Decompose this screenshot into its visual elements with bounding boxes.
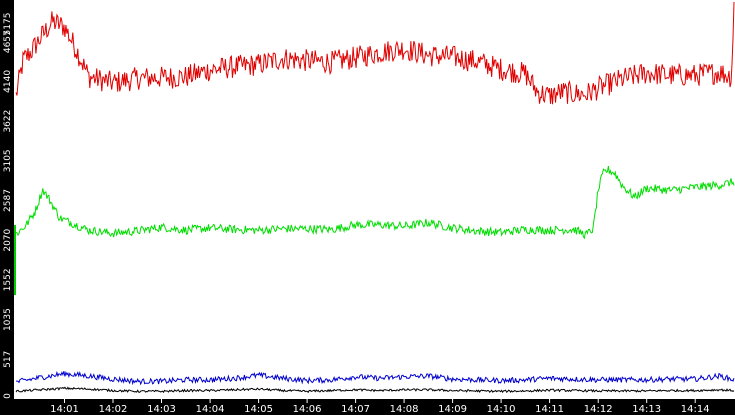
x-tick-label: 14:01: [50, 404, 79, 415]
series-line-0: [15, 1, 735, 105]
y-tick-label: 1035: [3, 308, 13, 331]
x-tick-label: 14:02: [99, 404, 128, 415]
x-tick-label: 14:11: [535, 404, 564, 415]
y-axis-band: [0, 0, 14, 415]
series-line-2: [16, 370, 735, 386]
y-tick-label: 4140: [3, 70, 13, 93]
x-tick-label: 14:09: [438, 404, 467, 415]
y-tick-label: 0: [3, 393, 13, 399]
series-line-3: [15, 386, 735, 394]
y-tick-label: 2587: [3, 189, 13, 212]
x-tick-label: 14:04: [196, 404, 225, 415]
x-tick-label: 14:08: [390, 404, 419, 415]
x-tick-label: 14:12: [584, 404, 613, 415]
x-tick-label: 14:07: [341, 404, 370, 415]
y-tick-label: 517: [3, 351, 13, 368]
y-tick-label: 5175: [3, 13, 13, 36]
y-tick-label: 2070: [3, 228, 13, 251]
y-tick-label: 3622: [3, 110, 13, 133]
y-tick-label: 4657: [3, 30, 13, 53]
x-tick-label: 14:13: [632, 404, 661, 415]
y-axis-marker: [14, 225, 16, 295]
x-tick-label: 14:10: [487, 404, 516, 415]
x-axis-band: [0, 399, 735, 415]
y-tick-label: 1552: [3, 268, 13, 291]
x-tick-label: 14:03: [147, 404, 176, 415]
y-tick-label: 3105: [3, 149, 13, 172]
series-layer: [15, 1, 735, 394]
x-tick-label: 14:06: [293, 404, 322, 415]
x-tick-label: 14:14: [681, 404, 710, 415]
x-tick-label: 14:05: [244, 404, 273, 415]
series-line-1: [15, 166, 735, 240]
x-tick-layer: 14:01 14:02 14:03 14:04 14:05 14:06 14:07 14:08…: [50, 399, 710, 415]
